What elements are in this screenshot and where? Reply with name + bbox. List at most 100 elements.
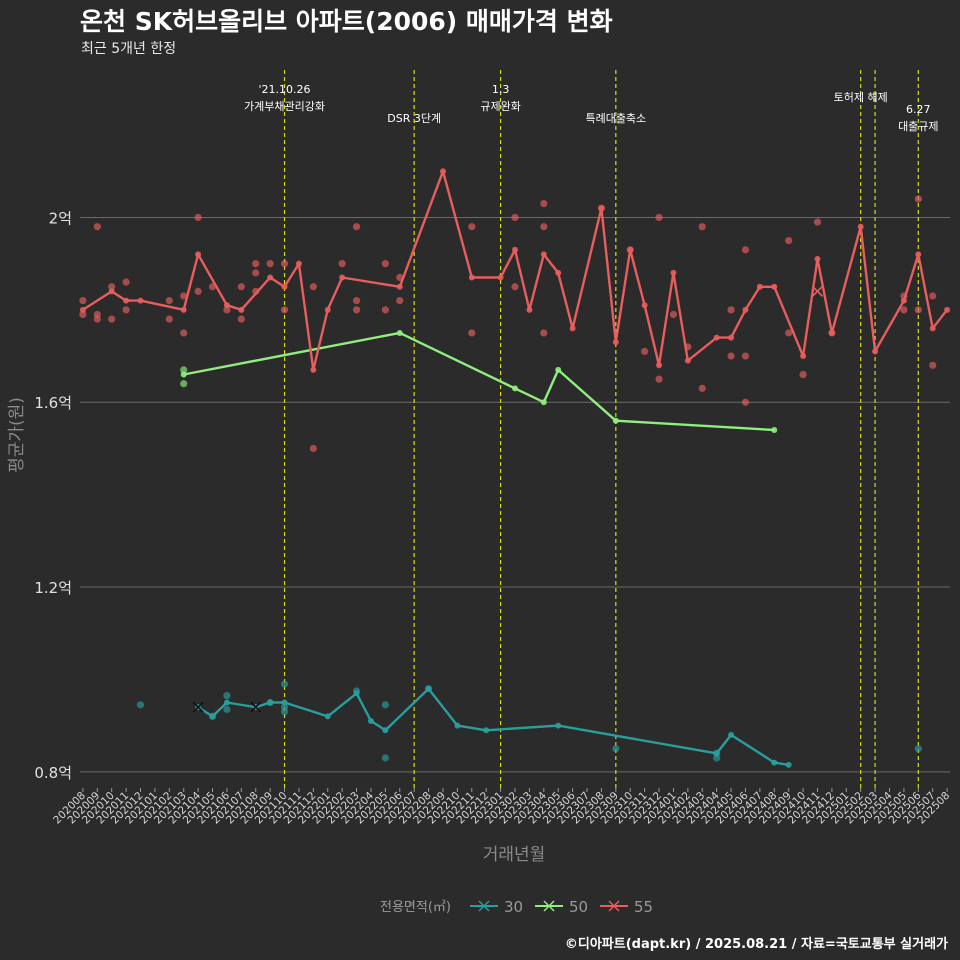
data-point-55 — [108, 283, 116, 291]
data-point-30 — [280, 703, 289, 711]
legend-label: 50 — [569, 898, 588, 916]
data-point-55 — [669, 310, 678, 319]
data-point-55 — [727, 306, 735, 314]
line-point-50 — [612, 417, 619, 424]
line-point-30 — [353, 690, 360, 697]
data-point-55 — [208, 283, 217, 291]
data-point-55 — [93, 223, 101, 231]
chart-subtitle: 최근 5개년 한정 — [81, 41, 177, 57]
data-point-55 — [511, 283, 519, 291]
legend-item-55: 55 — [600, 898, 653, 916]
data-point-55 — [684, 343, 692, 351]
data-point-55 — [929, 361, 937, 369]
line-point-55 — [223, 302, 230, 309]
line-point-30 — [281, 699, 288, 706]
data-point-55 — [813, 218, 822, 226]
data-point-55 — [900, 306, 908, 314]
data-point-55 — [252, 287, 260, 295]
data-point-50 — [180, 366, 188, 374]
data-point-55 — [698, 384, 706, 392]
data-point-55 — [352, 306, 361, 314]
data-point-55 — [511, 213, 519, 222]
line-point-30 — [324, 713, 331, 720]
line-point-55 — [828, 329, 835, 336]
data-point-55 — [309, 444, 317, 453]
line-point-55 — [555, 269, 562, 276]
legend-title: 전용면적(㎡) — [380, 900, 451, 915]
data-point-55 — [381, 260, 389, 268]
data-point-55 — [698, 223, 706, 231]
line-point-55 — [396, 283, 403, 290]
data-point-55 — [396, 297, 404, 305]
data-point-55 — [900, 292, 908, 300]
line-point-55 — [814, 256, 821, 263]
data-point-55 — [237, 315, 245, 323]
line-point-55 — [612, 339, 619, 346]
data-point-55 — [280, 306, 289, 314]
line-point-55 — [713, 334, 720, 341]
line-point-30 — [267, 699, 274, 706]
line-point-55 — [295, 260, 302, 267]
line-point-30 — [713, 750, 720, 757]
data-point-55 — [785, 329, 793, 337]
series-line-30 — [197, 687, 789, 767]
cross-marker-30 — [250, 701, 262, 713]
event-annotation: DSR 3단계 — [387, 112, 441, 125]
legend-label: 55 — [634, 898, 653, 916]
line-point-55 — [108, 288, 115, 295]
y-tick-label: 0.8억 — [34, 764, 72, 782]
line-point-55 — [670, 269, 677, 276]
cross-marker-55 — [811, 285, 824, 297]
line-point-55 — [684, 357, 691, 364]
data-point-30 — [381, 701, 389, 709]
event-annotation: 대출규제 — [898, 120, 938, 133]
data-point-55 — [122, 306, 130, 314]
line-point-30 — [367, 718, 374, 725]
line-point-50 — [771, 426, 778, 433]
data-point-55 — [309, 283, 317, 291]
event-annotation: 가계부채관리강화 — [244, 100, 325, 113]
series-line-55 — [82, 170, 949, 372]
data-point-50 — [180, 380, 188, 388]
line-point-55 — [900, 297, 907, 304]
line-point-50 — [396, 329, 403, 336]
line-point-30 — [382, 727, 389, 734]
data-point-55 — [237, 283, 245, 291]
data-point-55 — [727, 352, 735, 360]
line-point-55 — [512, 246, 518, 253]
data-point-55 — [540, 199, 548, 208]
line-point-55 — [339, 274, 346, 281]
line-point-55 — [728, 334, 735, 341]
line-point-30 — [223, 699, 230, 706]
line-point-55 — [526, 306, 533, 313]
data-point-55 — [914, 195, 922, 203]
data-point-55 — [108, 315, 116, 323]
data-point-55 — [194, 287, 202, 295]
line-point-50 — [540, 399, 547, 406]
line-point-55 — [180, 306, 187, 313]
line-point-55 — [195, 251, 202, 258]
line-point-55 — [281, 283, 288, 290]
data-point-55 — [194, 213, 202, 222]
data-point-55 — [165, 297, 173, 305]
line-point-55 — [123, 297, 130, 304]
data-point-30 — [381, 754, 389, 762]
line-point-55 — [641, 302, 648, 309]
legend-label: 30 — [504, 898, 523, 916]
data-point-55 — [741, 398, 750, 406]
line-point-55 — [627, 246, 634, 253]
data-point-55 — [641, 347, 649, 356]
data-point-55 — [396, 273, 404, 282]
line-point-55 — [569, 325, 576, 332]
data-point-55 — [352, 297, 361, 305]
line-point-55 — [79, 306, 86, 313]
data-point-30 — [612, 745, 620, 753]
data-point-30 — [223, 705, 231, 714]
line-point-30 — [785, 761, 792, 768]
event-annotation: 6.27 — [906, 103, 931, 116]
line-point-55 — [238, 306, 245, 313]
data-point-55 — [655, 375, 663, 383]
line-point-55 — [439, 168, 446, 175]
data-point-55 — [785, 236, 793, 245]
